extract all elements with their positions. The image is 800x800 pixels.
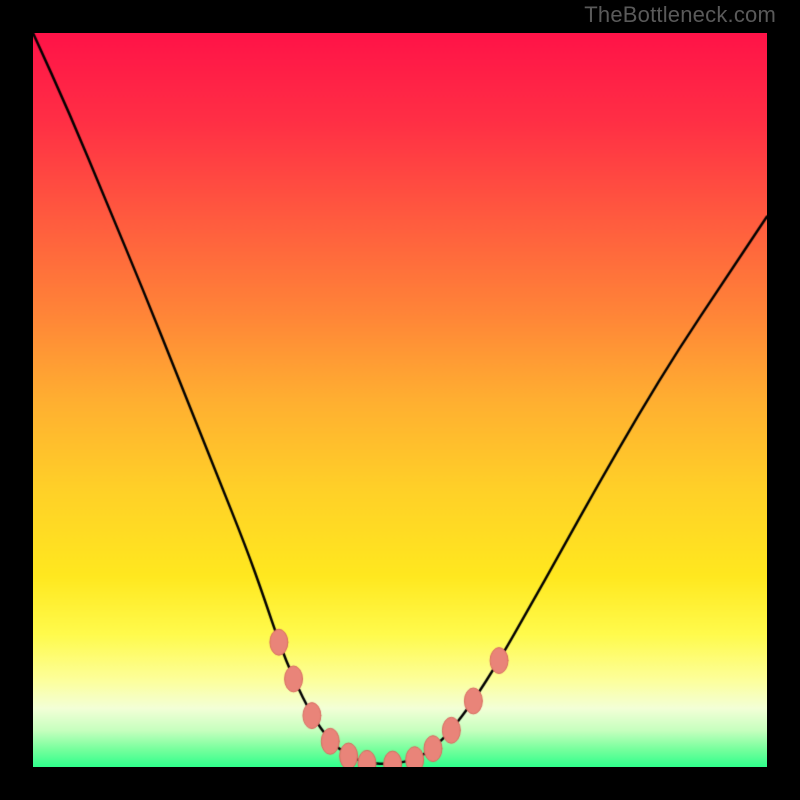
- plot-area: [33, 33, 767, 767]
- watermark-text: TheBottleneck.com: [584, 2, 776, 28]
- bottleneck-curve: [33, 33, 767, 767]
- chart-root: TheBottleneck.com: [0, 0, 800, 800]
